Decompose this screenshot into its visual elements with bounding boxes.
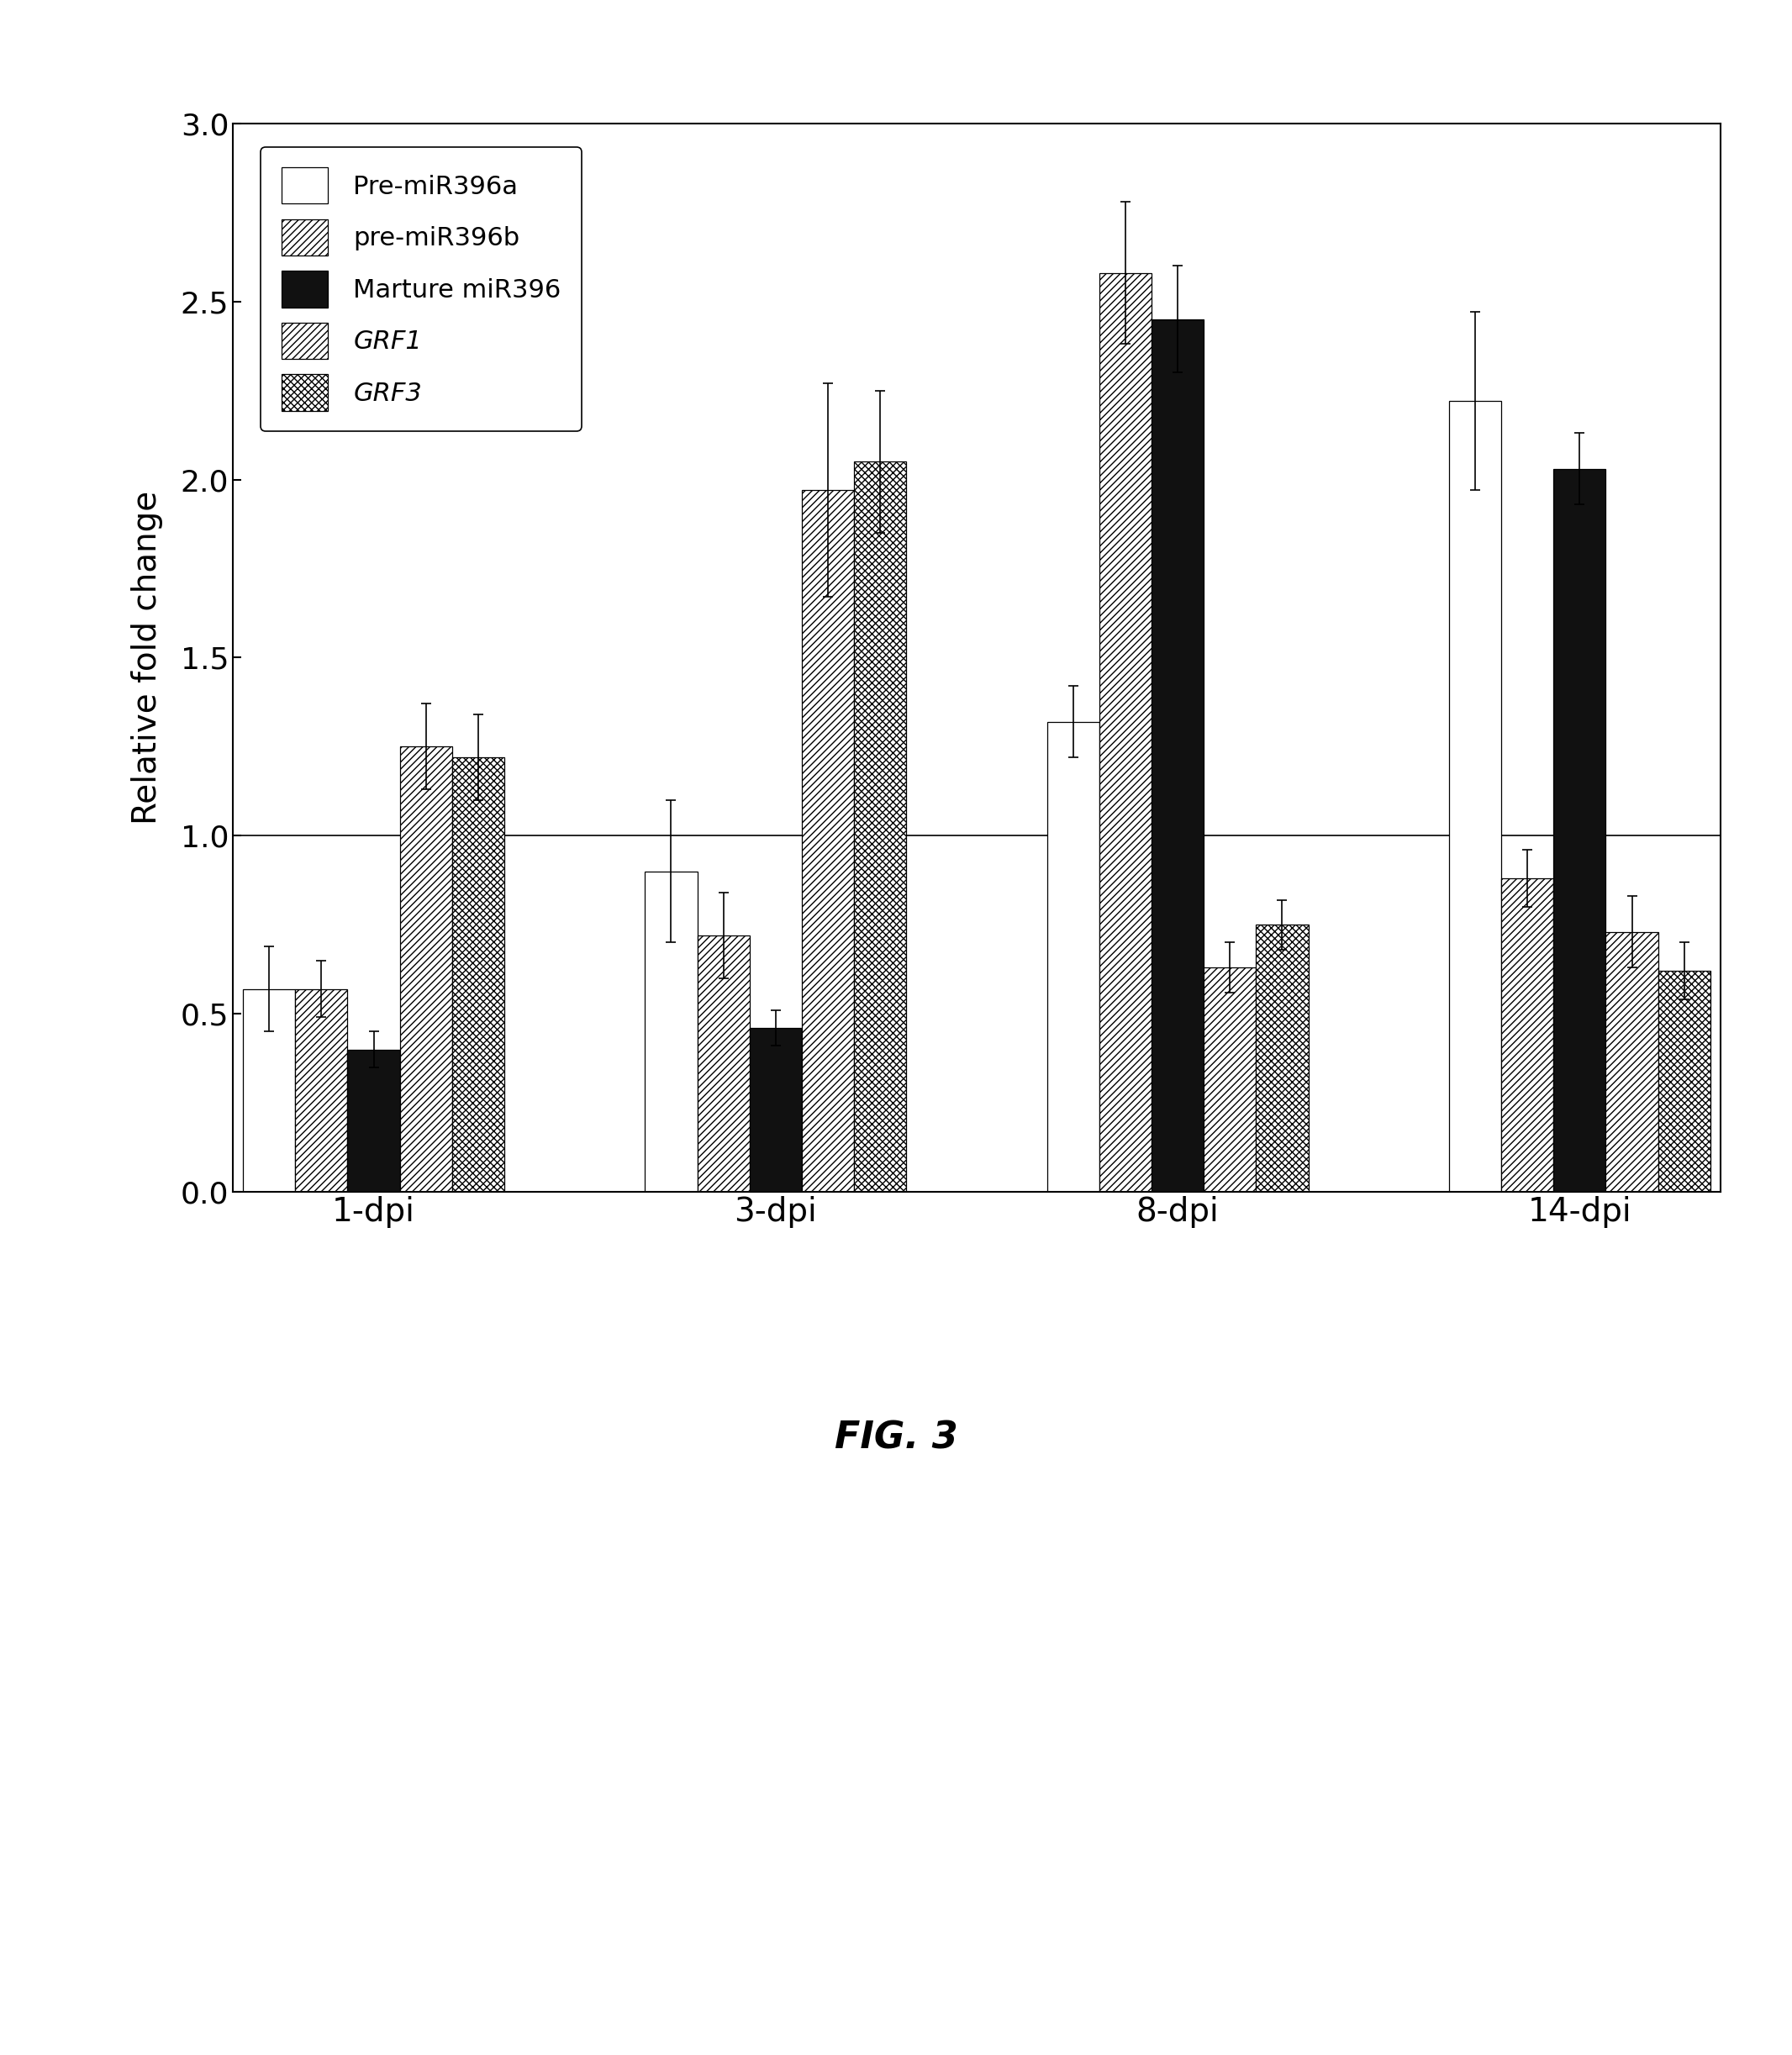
Bar (1204, 968, 1256, 1192)
Legend: Pre-miR396a, pre-miR396b, Marture miR396, GRF1, GRF3: Pre-miR396a, pre-miR396b, Marture miR396… (260, 146, 581, 432)
Bar (452, 758, 504, 1192)
Bar (801, 491, 855, 1192)
Bar (400, 746, 452, 1192)
Bar (244, 988, 296, 1192)
Bar (348, 1050, 400, 1192)
Bar (1152, 319, 1204, 1192)
Bar (749, 1028, 801, 1192)
Bar (697, 935, 749, 1192)
Bar (1554, 469, 1606, 1192)
Bar (1502, 877, 1554, 1192)
Y-axis label: Relative fold change: Relative fold change (131, 491, 163, 824)
Bar (1606, 931, 1658, 1192)
Bar (1098, 273, 1152, 1192)
Bar (645, 871, 697, 1192)
Bar (855, 462, 907, 1192)
Bar (296, 988, 348, 1192)
Bar (1450, 401, 1502, 1192)
Bar (1047, 721, 1098, 1192)
Bar (1658, 972, 1710, 1192)
Text: FIG. 3: FIG. 3 (835, 1420, 957, 1457)
Bar (1256, 925, 1308, 1192)
